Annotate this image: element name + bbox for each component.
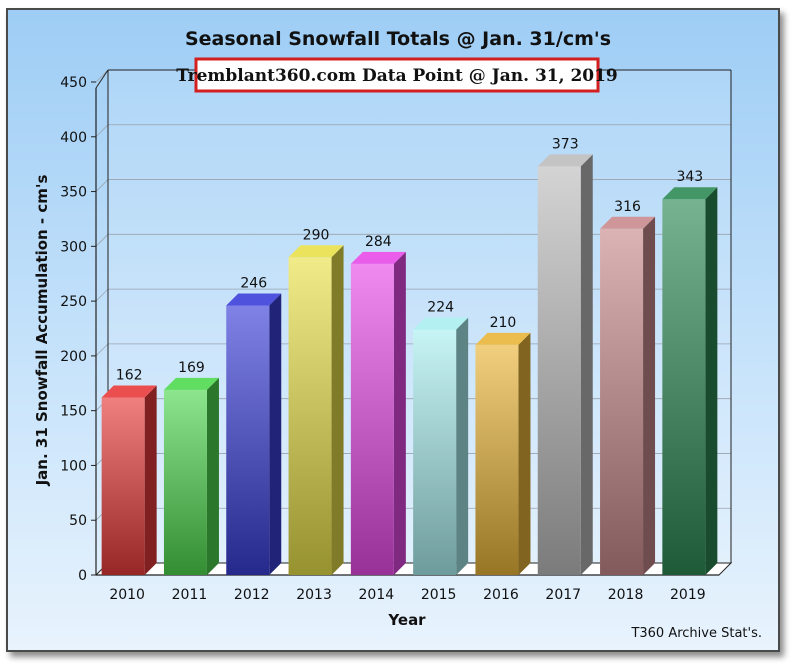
grid-line-side bbox=[95, 343, 109, 357]
bar-side bbox=[206, 377, 219, 575]
data-label: 169 bbox=[178, 360, 205, 376]
bar-top bbox=[662, 187, 718, 200]
credit-text: T360 Archive Stat's. bbox=[630, 626, 762, 641]
bar-top bbox=[288, 245, 344, 258]
bar-top bbox=[350, 251, 406, 264]
bar-2010 bbox=[101, 385, 157, 575]
bar-2014 bbox=[350, 251, 406, 575]
grid-line-side bbox=[95, 288, 109, 302]
data-label: 246 bbox=[240, 275, 267, 291]
bar-front bbox=[475, 344, 519, 575]
data-label: 290 bbox=[303, 227, 330, 243]
bar-2019 bbox=[662, 187, 718, 576]
x-axis-label: Year bbox=[387, 611, 426, 629]
y-tick-label: 200 bbox=[60, 349, 87, 365]
y-tick-label: 50 bbox=[69, 513, 87, 529]
grid-line-side bbox=[95, 69, 109, 83]
bar-side bbox=[580, 154, 593, 575]
data-label: 316 bbox=[614, 199, 641, 215]
bar-top bbox=[537, 154, 593, 167]
bar-2018 bbox=[600, 216, 656, 575]
bar-side bbox=[456, 317, 469, 575]
bar-top bbox=[600, 216, 656, 229]
bar-top bbox=[226, 293, 282, 306]
bar-2013 bbox=[288, 245, 344, 576]
x-tick-label: 2014 bbox=[359, 587, 395, 603]
data-label: 373 bbox=[552, 136, 579, 152]
x-tick-label: 2013 bbox=[296, 587, 332, 603]
axes: 0 50 100 150 200 250 300 350 400 450 2010 2011 2012 2… bbox=[60, 69, 732, 603]
y-tick-label: 150 bbox=[60, 404, 87, 420]
bar-front bbox=[163, 389, 207, 575]
x-tick-label: 2017 bbox=[545, 587, 581, 603]
chart-subtitle: Tremblant360.com Data Point @ Jan. 31, 2… bbox=[176, 66, 618, 86]
x-tick-label: 2010 bbox=[109, 587, 145, 603]
bar-front bbox=[101, 397, 145, 575]
bar-side bbox=[705, 187, 718, 576]
bar-side bbox=[393, 251, 406, 575]
bar-front bbox=[600, 228, 644, 575]
bar-front bbox=[537, 166, 581, 575]
data-label: 210 bbox=[490, 315, 517, 331]
bar-front bbox=[288, 257, 332, 575]
grid-line-side bbox=[95, 124, 109, 138]
bars bbox=[101, 154, 718, 576]
bar-front bbox=[662, 199, 706, 576]
bar-top bbox=[101, 385, 157, 398]
bar-top bbox=[475, 332, 531, 345]
bar-top bbox=[413, 317, 469, 330]
chart-title: Seasonal Snowfall Totals @ Jan. 31/cm's bbox=[185, 28, 611, 50]
y-tick-label: 450 bbox=[60, 75, 87, 91]
grid-line-side bbox=[95, 179, 109, 192]
data-labels: 162 169 246 290 284 224 210 373 316 343 bbox=[116, 136, 703, 383]
x-tick-label: 2018 bbox=[608, 587, 644, 603]
x-tick-label: 2015 bbox=[421, 587, 457, 603]
bar-side bbox=[643, 216, 656, 575]
bar-side bbox=[331, 245, 344, 576]
top-left-edge bbox=[95, 69, 109, 89]
bar-2011 bbox=[163, 377, 219, 575]
y-tick-label: 400 bbox=[60, 130, 87, 146]
bar-front bbox=[413, 329, 457, 575]
data-label: 343 bbox=[676, 169, 703, 185]
y-tick-label: 250 bbox=[60, 294, 87, 310]
data-label: 162 bbox=[116, 368, 143, 384]
y-tick-label: 350 bbox=[60, 185, 87, 201]
grid-line-side bbox=[95, 234, 109, 247]
x-tick-label: 2012 bbox=[234, 587, 270, 603]
bar-2015 bbox=[413, 317, 469, 575]
y-tick-label: 300 bbox=[60, 239, 87, 255]
bar-top bbox=[163, 377, 219, 390]
subtitle-box bbox=[194, 57, 600, 93]
data-label: 284 bbox=[365, 234, 392, 250]
data-label: 224 bbox=[427, 300, 454, 316]
x-tick-label: 2016 bbox=[483, 587, 519, 603]
y-axis-label: Jan. 31 Snowfall Accumulation - cm's bbox=[33, 175, 51, 487]
bar-2016 bbox=[475, 332, 531, 575]
x-tick-label: 2011 bbox=[172, 587, 208, 603]
bar-2017 bbox=[537, 154, 593, 575]
bar-front bbox=[350, 263, 394, 575]
x-tick-label: 2019 bbox=[670, 587, 706, 603]
y-tick-label: 0 bbox=[78, 568, 87, 584]
bar-2012 bbox=[226, 293, 282, 575]
bar-side bbox=[269, 293, 282, 575]
bar-side bbox=[518, 332, 531, 575]
bar-front bbox=[226, 305, 270, 575]
bar-side bbox=[144, 385, 157, 575]
y-tick-label: 100 bbox=[60, 458, 87, 474]
